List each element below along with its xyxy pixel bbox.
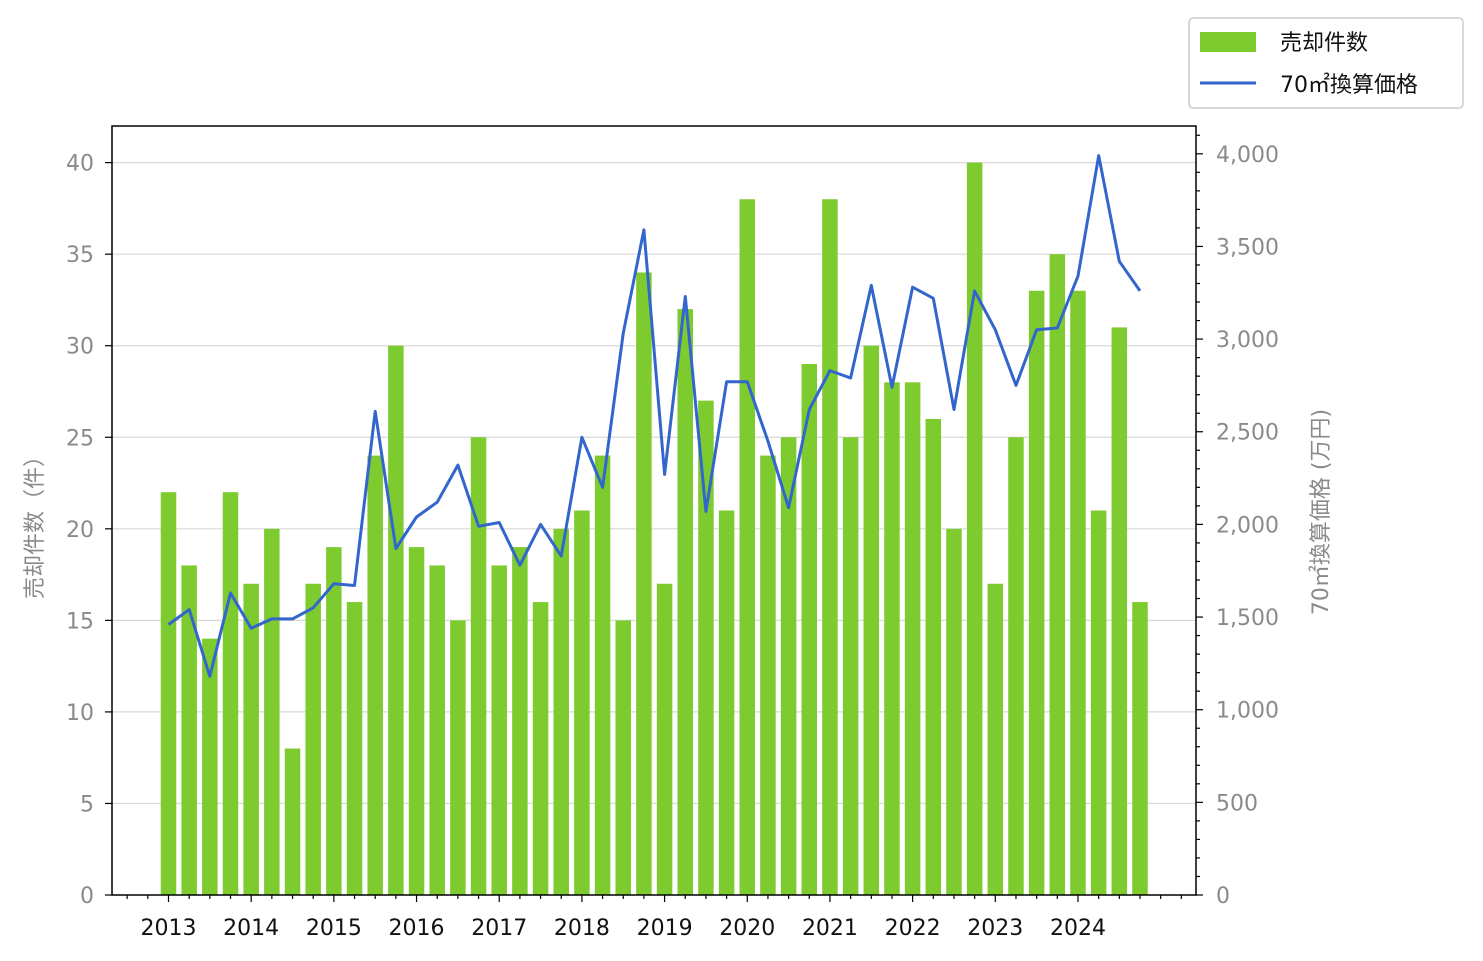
bar bbox=[181, 565, 197, 895]
right-tick-label: 1,000 bbox=[1216, 699, 1279, 724]
right-tick-label: 3,000 bbox=[1216, 328, 1279, 353]
bar bbox=[636, 272, 652, 895]
bar bbox=[801, 364, 818, 895]
bar bbox=[160, 492, 177, 895]
bar bbox=[408, 547, 425, 895]
bar bbox=[863, 345, 880, 895]
right-tick-label: 500 bbox=[1216, 791, 1258, 816]
bar bbox=[966, 162, 983, 896]
bar bbox=[656, 583, 673, 895]
bar bbox=[532, 602, 549, 895]
bar bbox=[677, 309, 693, 896]
x-axis: 2013 2014 2015 2016 2017 2018 2019 2020 2021 2022… bbox=[126, 895, 1182, 941]
left-tick-label: 0 bbox=[80, 884, 94, 909]
bar bbox=[367, 455, 383, 895]
bar bbox=[429, 565, 445, 895]
x-tick-label: 2014 bbox=[223, 916, 279, 941]
bar bbox=[739, 199, 756, 895]
bar bbox=[1008, 437, 1024, 895]
bar bbox=[1090, 510, 1107, 895]
legend-frame bbox=[1188, 17, 1464, 109]
bar bbox=[202, 638, 218, 895]
left-tick-label: 10 bbox=[66, 701, 94, 726]
x-tick-label: 2019 bbox=[637, 916, 693, 941]
bar bbox=[1132, 602, 1148, 895]
left-tick-label: 15 bbox=[66, 609, 94, 634]
x-tick-label: 2024 bbox=[1050, 916, 1106, 941]
bar bbox=[222, 492, 239, 895]
x-tick-label: 2017 bbox=[471, 916, 527, 941]
right-tick-label: 1,500 bbox=[1216, 606, 1279, 631]
x-tick-label: 2016 bbox=[389, 916, 445, 941]
bar bbox=[842, 437, 859, 895]
x-tick-label: 2023 bbox=[967, 916, 1023, 941]
bar bbox=[884, 382, 900, 895]
x-tick-label: 2015 bbox=[306, 916, 362, 941]
left-tick-label: 20 bbox=[66, 518, 94, 543]
right-tick-label: 0 bbox=[1216, 884, 1230, 909]
right-tick-label: 2,500 bbox=[1216, 421, 1279, 446]
bar bbox=[780, 437, 797, 895]
right-tick-label: 4,000 bbox=[1216, 143, 1279, 168]
bar bbox=[925, 418, 942, 895]
left-tick-label: 5 bbox=[80, 792, 94, 817]
bar bbox=[822, 199, 838, 895]
bar bbox=[574, 510, 590, 895]
right-tick-label: 3,500 bbox=[1216, 235, 1279, 260]
legend-label-line: 70㎡換算価格 bbox=[1280, 72, 1418, 98]
left-tick-label: 40 bbox=[66, 152, 94, 177]
bar bbox=[243, 583, 259, 895]
right-axis-title: 70㎡換算価格 (万円) bbox=[1308, 409, 1334, 615]
bar bbox=[1070, 290, 1086, 895]
bar bbox=[284, 748, 301, 895]
bar bbox=[1111, 327, 1128, 895]
bar bbox=[987, 583, 1004, 895]
line-series bbox=[167, 154, 1142, 678]
bar-series bbox=[160, 162, 1148, 896]
bar bbox=[388, 345, 404, 895]
bar bbox=[946, 528, 962, 895]
bar bbox=[615, 620, 631, 895]
bar bbox=[264, 528, 280, 895]
bar bbox=[470, 437, 487, 895]
left-tick-label: 25 bbox=[66, 426, 94, 451]
left-y-axis: 0 5 10 15 20 25 30 35 40 bbox=[66, 152, 112, 909]
x-tick-label: 2020 bbox=[719, 916, 775, 941]
bar bbox=[718, 510, 735, 895]
right-tick-label: 2,000 bbox=[1216, 513, 1279, 538]
left-tick-label: 35 bbox=[66, 243, 94, 268]
bar bbox=[594, 455, 611, 895]
bar bbox=[346, 602, 363, 895]
x-tick-label: 2021 bbox=[802, 916, 858, 941]
bar bbox=[1028, 290, 1045, 895]
bar bbox=[1049, 254, 1066, 895]
legend-bar-swatch bbox=[1200, 32, 1256, 52]
bar bbox=[326, 547, 342, 895]
bar bbox=[512, 547, 528, 895]
right-y-axis: 0 500 1,000 1,500 2,000 2,500 3,000 3,500 4,000 bbox=[1196, 134, 1279, 909]
bar bbox=[491, 565, 507, 895]
bar bbox=[760, 455, 776, 895]
price-line bbox=[167, 154, 1142, 678]
left-tick-label: 30 bbox=[66, 335, 94, 360]
x-tick-label: 2018 bbox=[554, 916, 610, 941]
x-tick-label: 2022 bbox=[885, 916, 941, 941]
plot-frame bbox=[111, 125, 1197, 896]
bar bbox=[553, 528, 569, 895]
bar bbox=[305, 583, 321, 895]
x-tick-label: 2013 bbox=[141, 916, 197, 941]
bar bbox=[450, 620, 466, 895]
bar bbox=[904, 382, 921, 895]
legend-label-bars: 売却件数 bbox=[1280, 31, 1368, 56]
legend: 売却件数 70㎡換算価格 bbox=[1188, 17, 1464, 109]
left-axis-title: 売却件数（件） bbox=[23, 445, 48, 599]
bar bbox=[698, 400, 714, 895]
